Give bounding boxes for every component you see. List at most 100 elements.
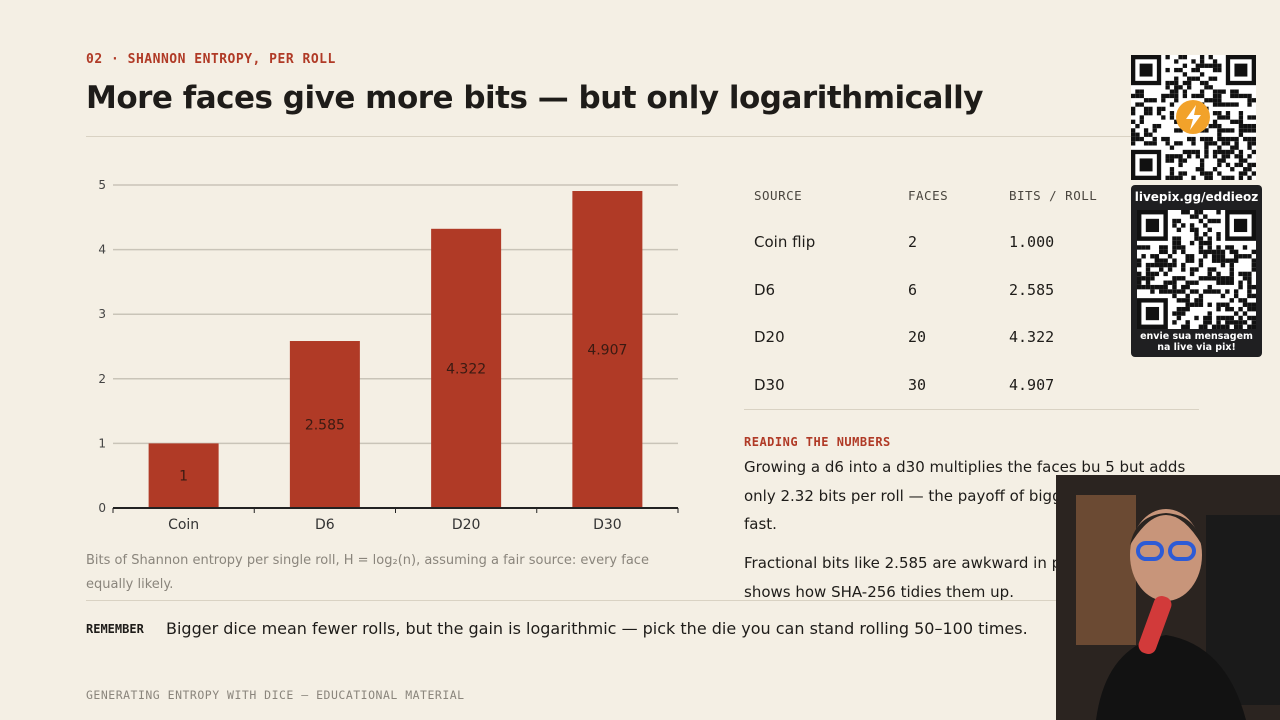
qr-module xyxy=(1243,136,1248,142)
qr-module xyxy=(1191,175,1196,180)
qr-module xyxy=(1189,280,1195,285)
qr-module xyxy=(1225,258,1230,263)
qr-module xyxy=(1198,245,1204,250)
qr-module xyxy=(1172,249,1177,255)
qr-module xyxy=(1198,302,1204,307)
qr-module xyxy=(1131,128,1136,133)
glasses xyxy=(1168,541,1196,561)
qr-module xyxy=(1212,111,1218,116)
qr-module xyxy=(1238,158,1244,163)
qr-module xyxy=(1199,55,1205,60)
qr-module xyxy=(1185,324,1190,329)
qr-module xyxy=(1208,63,1213,68)
qr-module xyxy=(1189,267,1195,272)
qr-module xyxy=(1204,63,1209,68)
qr-module xyxy=(1225,149,1231,155)
qr-module xyxy=(1194,315,1199,321)
qr-module xyxy=(1159,267,1164,272)
qr-module xyxy=(1182,72,1188,77)
qr-module xyxy=(1233,293,1239,299)
qr-module xyxy=(1207,240,1212,246)
qr-module xyxy=(1174,89,1179,94)
pix-message: envie sua mensagem na live via pix! xyxy=(1140,331,1253,353)
qr-module xyxy=(1195,149,1200,155)
qr-module xyxy=(1172,280,1177,285)
qr-module xyxy=(1247,276,1252,281)
qr-module xyxy=(1251,171,1256,176)
qr-module xyxy=(1247,123,1252,129)
qr-module xyxy=(1217,136,1222,142)
qr-module xyxy=(1182,80,1188,86)
qr-module xyxy=(1174,98,1179,103)
qr-module xyxy=(1211,258,1217,263)
qr-module xyxy=(1172,293,1177,299)
qr-module xyxy=(1230,89,1235,94)
qr-module xyxy=(1208,141,1213,146)
qr-module xyxy=(1242,302,1248,307)
qr-module xyxy=(1203,276,1208,281)
qr-module xyxy=(1191,76,1196,81)
qr-module xyxy=(1185,280,1190,285)
qr-module xyxy=(1217,123,1222,129)
qr-module xyxy=(1221,89,1226,94)
qr-module xyxy=(1189,258,1195,263)
qr-module xyxy=(1161,98,1166,103)
qr-module xyxy=(1172,320,1177,325)
qr-module xyxy=(1207,245,1212,250)
qr-module xyxy=(1152,136,1157,142)
qr-module xyxy=(1247,175,1252,180)
qr-module xyxy=(1204,128,1209,133)
qr-module xyxy=(1225,154,1231,159)
qr-module xyxy=(1199,59,1205,64)
qr-module xyxy=(1195,154,1200,159)
qr-module xyxy=(1163,258,1168,263)
qr-module xyxy=(1174,67,1179,73)
qr-module xyxy=(1199,93,1205,99)
qr-module xyxy=(1247,324,1252,329)
qr-module xyxy=(1143,106,1149,112)
qr-module xyxy=(1165,55,1170,60)
qr-module xyxy=(1181,298,1186,303)
qr-module xyxy=(1234,145,1239,150)
qr-module xyxy=(1229,315,1234,321)
qr-module xyxy=(1165,85,1170,90)
qr-module xyxy=(1174,175,1179,180)
qr-module xyxy=(1145,271,1151,277)
qr-module xyxy=(1165,141,1170,146)
qr-module xyxy=(1238,123,1244,129)
qr-module xyxy=(1135,89,1140,94)
qr-module xyxy=(1189,302,1195,307)
qr-module xyxy=(1203,320,1208,325)
table-cell: 2.585 xyxy=(1009,280,1055,299)
qr-module xyxy=(1216,218,1221,224)
qr-module xyxy=(1178,141,1183,146)
qr-module xyxy=(1216,306,1221,312)
qr-module xyxy=(1238,324,1243,329)
qr-module xyxy=(1152,98,1157,103)
y-tick-label: 5 xyxy=(98,178,106,192)
qr-module xyxy=(1194,236,1199,241)
qr-module xyxy=(1131,106,1136,112)
qr-module xyxy=(1230,149,1235,155)
qr-module xyxy=(1148,141,1153,146)
qr-module xyxy=(1154,271,1160,277)
qr-module xyxy=(1195,167,1200,172)
qr-module xyxy=(1191,67,1196,73)
qr-module xyxy=(1182,63,1188,68)
qr-module xyxy=(1208,85,1213,90)
qr-module xyxy=(1187,136,1192,142)
qr-module xyxy=(1212,93,1218,99)
qr-module xyxy=(1131,136,1136,142)
qr-module xyxy=(1229,280,1234,285)
qr-module xyxy=(1135,102,1140,107)
qr-module xyxy=(1169,145,1175,150)
qr-module xyxy=(1176,218,1182,224)
table-cell: D30 xyxy=(754,375,785,394)
y-tick-label: 1 xyxy=(98,436,106,450)
qr-module xyxy=(1238,315,1243,321)
title: More faces give more bits — but only log… xyxy=(86,80,983,116)
qr-module xyxy=(1167,289,1173,294)
qr-module xyxy=(1233,289,1239,294)
qr-module xyxy=(1229,258,1234,263)
